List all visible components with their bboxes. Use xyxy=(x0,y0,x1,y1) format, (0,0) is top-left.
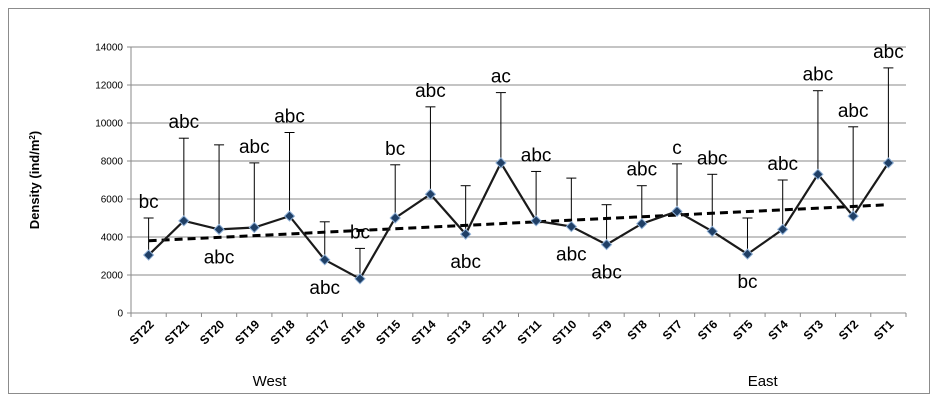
label-ST12: ac xyxy=(491,67,511,88)
label-ST14: abc xyxy=(415,81,446,102)
marker-ST18 xyxy=(283,210,296,222)
gridlines xyxy=(131,46,906,276)
marker-ST10 xyxy=(565,220,578,233)
label-ST10: abc xyxy=(556,245,587,266)
marker-ST4 xyxy=(776,223,789,236)
label-ST8: abc xyxy=(626,160,657,181)
y-tick-labels: 0 2000 4000 6000 8000 10000 12000 14000 xyxy=(95,43,131,320)
y-tick-label: 6000 xyxy=(101,195,124,206)
x-tick-label-ST5: ST5 xyxy=(730,317,756,343)
y-axis-label-close: ) xyxy=(27,131,42,135)
x-tick-label-ST7: ST7 xyxy=(660,317,686,343)
linear-trendline xyxy=(148,203,889,243)
label-ST13: abc xyxy=(450,252,481,273)
x-tick-label-ST17: ST17 xyxy=(303,317,333,347)
x-tick-label-ST12: ST12 xyxy=(479,317,509,347)
label-ST1: abc xyxy=(873,42,904,63)
x-tick-label-ST2: ST2 xyxy=(836,317,862,343)
label-ST9: abc xyxy=(591,263,622,284)
label-ST21: abc xyxy=(169,112,200,133)
y-axis-label: Density (ind/m2) xyxy=(27,131,42,229)
group-labels: West East xyxy=(253,373,779,390)
label-ST7: c xyxy=(672,138,682,159)
label-ST2: abc xyxy=(838,101,869,122)
label-ST4: abc xyxy=(767,154,798,175)
x-tick-label-ST4: ST4 xyxy=(765,317,791,343)
marker-ST2 xyxy=(847,210,859,222)
x-tick-label-ST22: ST22 xyxy=(127,317,157,347)
density-line xyxy=(147,160,890,281)
label-ST19: abc xyxy=(239,137,270,158)
y-tick-label: 2000 xyxy=(101,271,124,282)
x-tick-labels: ST22 ST21 ST20 ST19 ST18 ST17 ST16 ST15 ST14 ST13… xyxy=(127,317,897,347)
x-tick-label-ST21: ST21 xyxy=(162,317,192,347)
marker-ST5 xyxy=(741,248,754,260)
label-ST22: bc xyxy=(139,192,159,213)
x-tick-label-ST15: ST15 xyxy=(373,317,403,347)
significance-labels: bcabcabcabcabcabcbcbcabcabcacabcabcabcab… xyxy=(139,42,904,299)
x-tick-label-ST16: ST16 xyxy=(338,317,368,347)
label-ST11: abc xyxy=(521,145,552,166)
x-tick-label-ST20: ST20 xyxy=(197,317,227,347)
marker-ST14 xyxy=(424,188,437,200)
y-tick-label: 4000 xyxy=(101,233,124,244)
group-label-west: West xyxy=(253,373,288,390)
marker-ST11 xyxy=(530,215,542,227)
x-tick-label-ST6: ST6 xyxy=(695,317,721,343)
x-tick-label-ST11: ST11 xyxy=(515,317,545,347)
error-bars xyxy=(143,67,894,279)
marker-ST6 xyxy=(706,225,718,238)
marker-ST9 xyxy=(600,238,613,251)
x-tick-label-ST14: ST14 xyxy=(408,317,438,347)
marker-ST16 xyxy=(354,273,366,285)
marker-ST20 xyxy=(213,223,225,236)
x-tick-label-ST10: ST10 xyxy=(549,317,579,347)
marker-ST15 xyxy=(389,212,401,224)
label-ST5: bc xyxy=(737,272,757,293)
x-tick-label-ST1: ST1 xyxy=(871,317,897,343)
y-tick-label: 12000 xyxy=(95,81,123,92)
label-ST15: bc xyxy=(385,139,405,160)
series-line xyxy=(147,160,890,281)
x-tick-label-ST19: ST19 xyxy=(232,317,262,347)
y-tick-label: 14000 xyxy=(95,43,123,54)
label-ST6: abc xyxy=(697,148,728,169)
marker-ST13 xyxy=(459,228,472,240)
x-tick-label-ST8: ST8 xyxy=(624,317,650,343)
label-ST18: abc xyxy=(274,107,305,128)
density-chart: Density (ind/m2) 0 2000 4000 6000 8000 10000 1… xyxy=(27,42,907,390)
y-axis-label-sup: 2 xyxy=(28,135,37,140)
y-tick-label: 0 xyxy=(117,309,123,320)
label-ST16: bc xyxy=(350,222,370,243)
x-tick-label-ST9: ST9 xyxy=(589,317,615,343)
marker-ST17 xyxy=(319,254,331,266)
marker-ST12 xyxy=(495,157,507,169)
label-ST20: abc xyxy=(204,247,235,268)
marker-ST3 xyxy=(812,168,824,181)
y-tick-label: 8000 xyxy=(101,157,124,168)
y-axis-label-main: Density (ind/m xyxy=(27,140,42,230)
trendline xyxy=(148,203,889,243)
chart-frame: Density (ind/m2) 0 2000 4000 6000 8000 10000 1… xyxy=(8,8,930,394)
marker-ST1 xyxy=(882,157,895,169)
axes xyxy=(130,47,907,317)
x-tick-label-ST18: ST18 xyxy=(267,317,297,347)
x-tick-label-ST13: ST13 xyxy=(444,317,474,347)
label-ST3: abc xyxy=(803,65,834,86)
marker-ST8 xyxy=(636,217,648,230)
x-tick-label-ST3: ST3 xyxy=(801,317,827,343)
marker-ST22 xyxy=(142,249,155,261)
data-markers xyxy=(142,157,895,285)
marker-ST19 xyxy=(248,221,261,234)
marker-ST21 xyxy=(178,215,190,227)
y-tick-label: 10000 xyxy=(95,119,123,130)
label-ST17: abc xyxy=(309,278,340,299)
marker-ST7 xyxy=(671,205,683,218)
group-label-east: East xyxy=(748,373,779,390)
